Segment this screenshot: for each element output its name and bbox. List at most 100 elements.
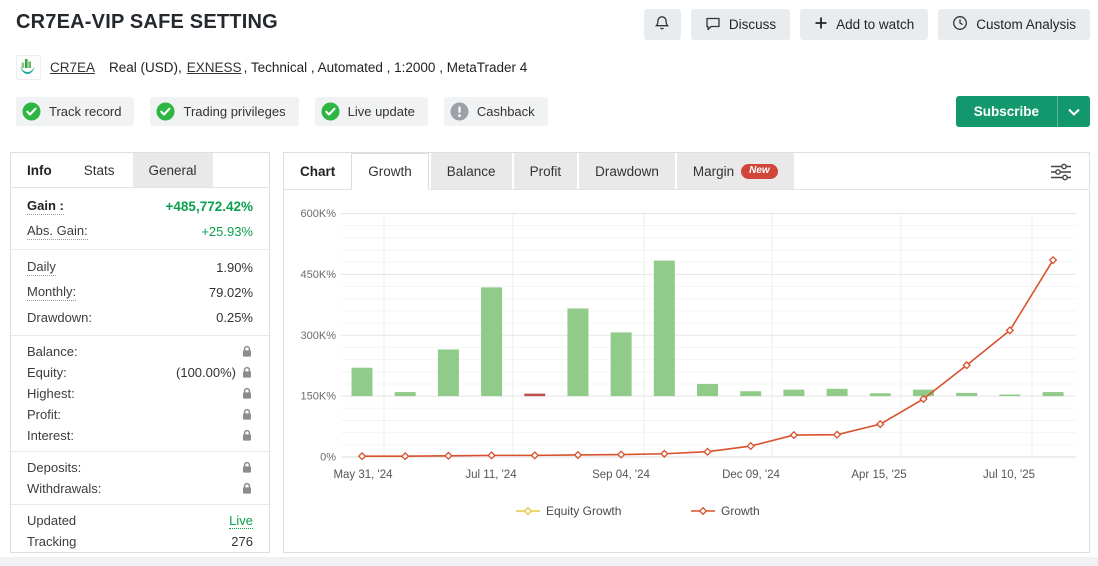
- x-axis-tick: Dec 09, '24: [722, 469, 780, 481]
- tab-label: Margin: [692, 163, 735, 179]
- growth-bars: [351, 260, 1064, 397]
- lock-icon: [241, 408, 253, 421]
- diamond-marker: [530, 451, 539, 460]
- notifications-button[interactable]: [643, 9, 681, 40]
- info-row-abs-gain: Abs. Gain: +25.93%: [11, 219, 269, 244]
- chart-legend: Equity Growth Growth: [516, 504, 760, 518]
- row-separator: [11, 504, 269, 505]
- growth-line: [362, 259, 1054, 457]
- content: Info Stats General Gain : +485,772.42% Abs. …: [0, 152, 1098, 553]
- badge-label: Cashback: [476, 104, 535, 119]
- row-label[interactable]: Monthly:: [27, 284, 77, 301]
- row-value: +485,772.42%: [166, 199, 253, 214]
- chart-settings-button[interactable]: [1045, 160, 1077, 186]
- bar-16: [1042, 392, 1064, 397]
- diamond-marker: [876, 419, 885, 429]
- row-label: Profit:: [27, 406, 61, 422]
- badge-track-record: Track record: [16, 97, 135, 126]
- y-axis-tick: 300K%: [301, 330, 337, 342]
- bar-13: [912, 389, 934, 397]
- info-panel: Info Stats General Gain : +485,772.42% Abs. …: [10, 152, 270, 553]
- info-row-drawdown: Drawdown: 0.25%: [11, 305, 269, 330]
- row-separator: [11, 451, 269, 452]
- tab-label: Growth: [368, 164, 412, 179]
- broker-link[interactable]: EXNESS: [186, 60, 242, 75]
- info-row-daily: Daily 1.90%: [11, 255, 269, 280]
- legend-label: Equity Growth: [546, 504, 621, 518]
- diamond-marker: [573, 450, 583, 460]
- info-tab-general[interactable]: General: [132, 153, 213, 187]
- row-value: 276: [231, 534, 253, 549]
- badge-label: Track record: [49, 104, 122, 119]
- bar-1: [394, 392, 416, 397]
- x-axis-tick: Jul 11, '24: [465, 469, 517, 481]
- row-separator: [11, 249, 269, 250]
- row-label[interactable]: Gain :: [27, 198, 64, 215]
- lock-icon: [241, 345, 253, 358]
- discuss-button[interactable]: Discuss: [690, 9, 791, 40]
- bar-3: [481, 287, 503, 397]
- row-label[interactable]: Daily: [27, 259, 56, 276]
- legend-marker-icon: [698, 506, 708, 516]
- diamond-marker: [357, 451, 367, 461]
- legend-item-growth[interactable]: Growth: [691, 504, 760, 518]
- row-label: Tracking: [27, 533, 77, 549]
- exclamation-circle-icon: [450, 102, 469, 121]
- row-value: 79.02%: [209, 285, 253, 300]
- add-to-watch-button[interactable]: Add to watch: [800, 9, 929, 40]
- chart-tab-margin[interactable]: Margin New: [676, 153, 794, 189]
- chart-tab-growth[interactable]: Growth: [351, 153, 429, 190]
- bar-negative: [524, 393, 546, 397]
- lock-icon: [241, 387, 253, 400]
- diamond-marker: [746, 441, 755, 451]
- row-value-text[interactable]: Live: [229, 512, 253, 529]
- chart-tab-chart[interactable]: Chart: [284, 153, 351, 189]
- badge-live-update: Live update: [314, 97, 428, 126]
- row-label: Equity:: [27, 364, 67, 380]
- lock-icon: [241, 366, 253, 379]
- bar-11: [826, 388, 848, 397]
- row-value-text: 1.90%: [216, 260, 253, 275]
- row-value: [241, 345, 253, 358]
- account-summary: CR7EA Real (USD), EXNESS , Technical , A…: [0, 40, 1098, 80]
- diamond-marker: [1048, 255, 1058, 265]
- chart-tab-balance[interactable]: Balance: [430, 153, 512, 189]
- custom-analysis-button[interactable]: Custom Analysis: [938, 9, 1090, 40]
- tab-label: Stats: [83, 162, 115, 178]
- info-row-tracking: Tracking 276: [11, 531, 269, 552]
- row-value-text: +25.93%: [201, 224, 253, 239]
- chart-tab-drawdown[interactable]: Drawdown: [579, 153, 675, 189]
- row-label[interactable]: Abs. Gain:: [27, 223, 88, 240]
- x-axis-ticks: May 31, '24 Jul 11, '24 Sep 04, '24 Dec 09,…: [333, 469, 1035, 481]
- row-value: 1.90%: [216, 260, 253, 275]
- discuss-label: Discuss: [728, 17, 777, 32]
- plus-icon: [814, 16, 828, 33]
- subscribe-dropdown-button[interactable]: [1057, 96, 1090, 127]
- growth-chart[interactable]: 0% 150K% 300K% 450K% 600K% May 31, '24 Jul 11,…: [284, 189, 1089, 552]
- diamond-marker: [487, 451, 496, 460]
- bar-14: [956, 392, 978, 397]
- row-value-text: 79.02%: [208, 285, 253, 300]
- check-circle-icon: [321, 102, 340, 121]
- info-row-balance: Balance:: [11, 341, 269, 362]
- discuss-icon: [705, 16, 721, 34]
- info-tab-stats[interactable]: Stats: [68, 153, 131, 187]
- chevron-down-icon: [1068, 104, 1080, 119]
- row-label: Balance:: [27, 343, 78, 359]
- y-axis-tick: 0%: [320, 452, 336, 464]
- info-tab-info[interactable]: Info: [11, 153, 68, 187]
- tab-label: Chart: [300, 163, 336, 179]
- row-value: [241, 429, 253, 442]
- check-circle-icon: [156, 102, 175, 121]
- row-value-text: 0.25%: [216, 310, 253, 325]
- account-name-link[interactable]: CR7EA: [50, 60, 96, 75]
- legend-item-equity-growth[interactable]: Equity Growth: [516, 504, 621, 518]
- diamond-marker: [789, 430, 799, 440]
- subscribe-button[interactable]: Subscribe: [955, 96, 1057, 127]
- diamond-marker: [703, 447, 712, 456]
- chart-tab-profit[interactable]: Profit: [513, 153, 578, 189]
- bar-12: [869, 393, 891, 397]
- diamond-marker: [919, 394, 928, 404]
- row-label: Interest:: [27, 427, 74, 443]
- tab-label: Balance: [446, 163, 496, 179]
